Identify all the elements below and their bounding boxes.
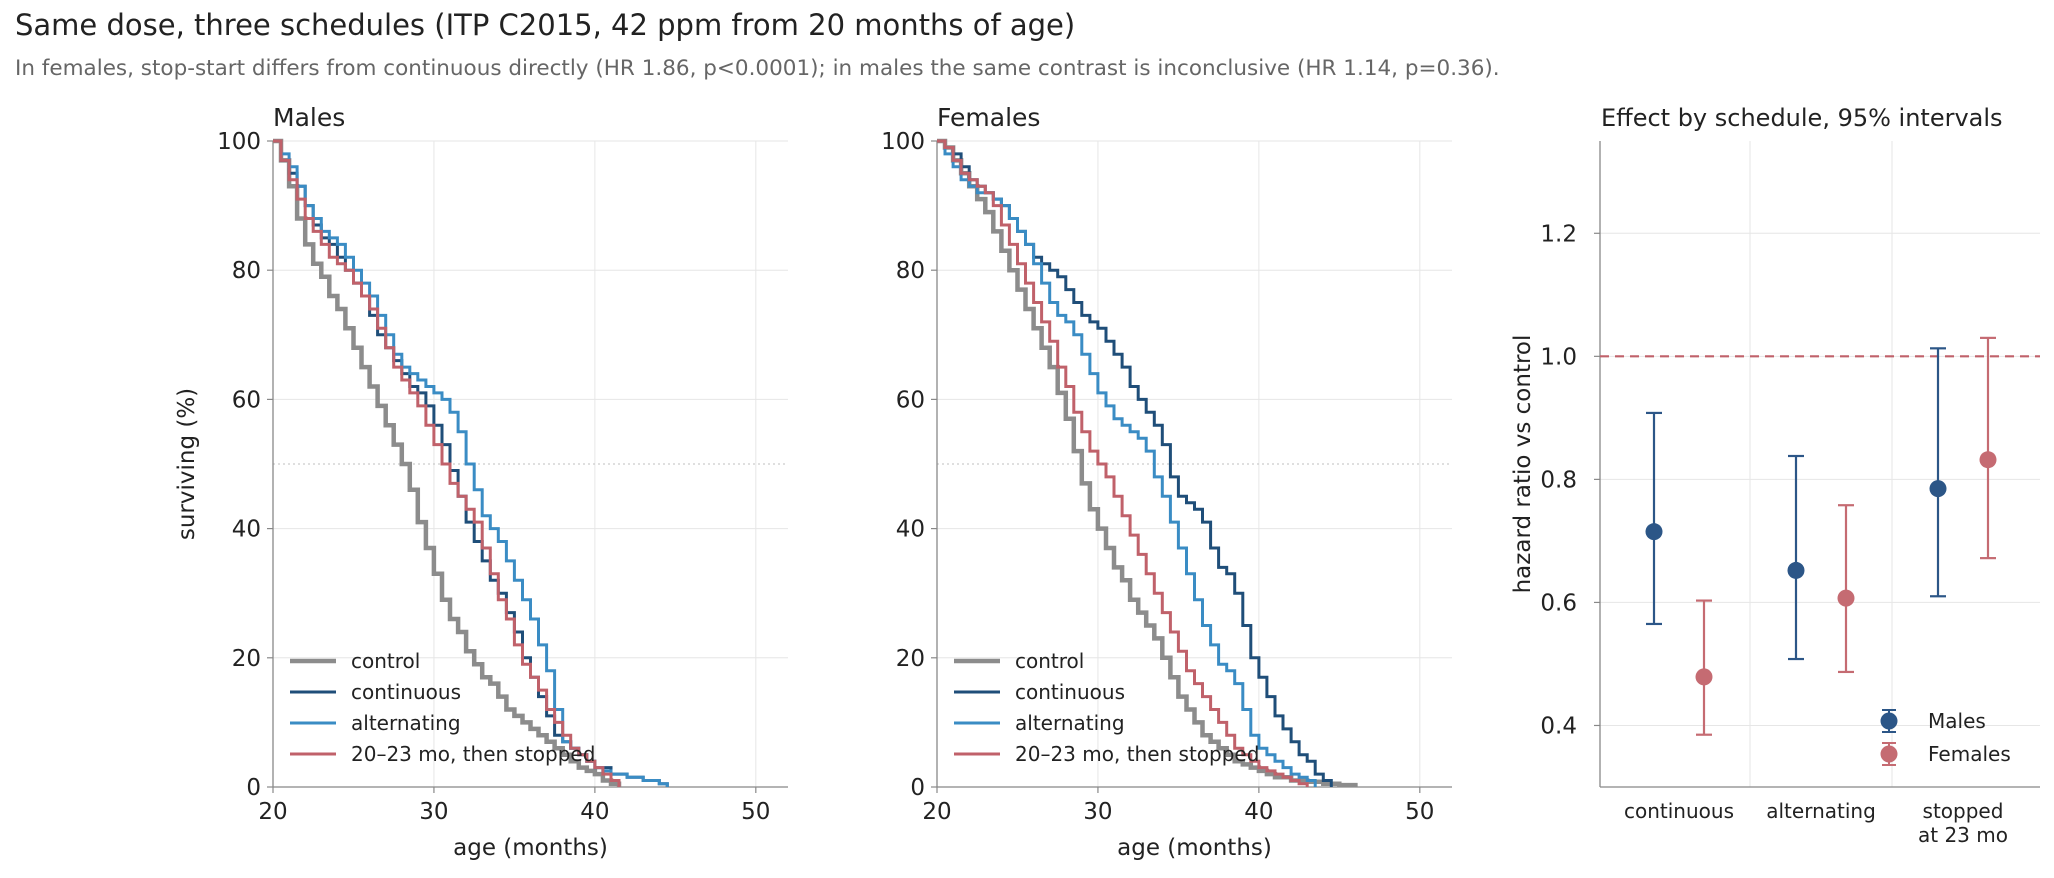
females-y-tick-label: 40 <box>896 517 925 543</box>
males-x-tick-label: 20 <box>258 799 287 825</box>
males-legend-label-alternating: alternating <box>351 711 461 735</box>
females-legend-label-stopped: 20–23 mo, then stopped <box>1015 742 1259 766</box>
males-curve-control <box>273 138 622 787</box>
males-panel-title: Males <box>273 103 345 132</box>
females-y-tick-label: 20 <box>896 646 925 672</box>
males-y-tick-label: 100 <box>217 129 261 155</box>
hr-legend-label-females: Females <box>1928 742 2011 766</box>
females-x-tick-label: 50 <box>1405 799 1434 825</box>
hr-category-label: stopped <box>1923 799 2004 823</box>
females-x-tick-label: 20 <box>922 799 951 825</box>
males-y-tick-label: 60 <box>232 387 261 413</box>
males-y-tick-label: 20 <box>232 646 261 672</box>
hr-point-males <box>1645 523 1663 541</box>
hr-legend-marker-females <box>1880 745 1898 763</box>
hr-y-tick-label: 0.4 <box>1540 713 1577 739</box>
hr-category-label: alternating <box>1766 799 1876 823</box>
males-curve-stopped <box>273 139 621 787</box>
males-y-tick-label: 80 <box>232 258 261 284</box>
page-subtitle: In females, stop-start differs from cont… <box>15 56 1500 81</box>
females-y-tick-label: 0 <box>910 775 925 801</box>
females-x-tick-label: 40 <box>1244 799 1273 825</box>
hr-y-tick-label: 1.0 <box>1540 344 1577 370</box>
females-x-axis-label: age (months) <box>1117 835 1272 861</box>
females-legend-label-alternating: alternating <box>1015 711 1125 735</box>
hr-y-tick-label: 0.6 <box>1540 590 1577 616</box>
females-panel-title: Females <box>937 103 1040 132</box>
hr-y-axis-label: hazard ratio vs control <box>1510 335 1536 594</box>
males-legend-label-continuous: continuous <box>351 680 461 704</box>
hr-category-label: continuous <box>1624 799 1734 823</box>
males-x-tick-label: 30 <box>419 799 448 825</box>
hr-legend-label-males: Males <box>1928 709 1986 733</box>
females-legend-label-control: control <box>1015 649 1084 673</box>
hr-point-females <box>1837 589 1855 607</box>
males-y-tick-label: 0 <box>246 775 261 801</box>
hr-point-males <box>1787 561 1805 579</box>
hr-y-tick-label: 0.8 <box>1540 467 1577 493</box>
hr-point-females <box>1695 668 1713 686</box>
males-y-axis-label: surviving (%) <box>174 388 200 540</box>
females-x-tick-label: 30 <box>1083 799 1112 825</box>
hr-point-females <box>1979 451 1997 469</box>
males-x-tick-label: 50 <box>741 799 770 825</box>
hr-panel-title: Effect by schedule, 95% intervals <box>1601 104 2003 132</box>
males-legend-label-stopped: 20–23 mo, then stopped <box>351 742 595 766</box>
hr-category-label: at 23 mo <box>1918 823 2008 847</box>
females-curve-alternating <box>937 139 1317 787</box>
males-y-tick-label: 40 <box>232 517 261 543</box>
females-curve-control <box>937 138 1358 788</box>
males-legend-label-control: control <box>351 649 420 673</box>
page-title: Same dose, three schedules (ITP C2015, 4… <box>15 8 1076 42</box>
males-x-tick-label: 40 <box>580 799 609 825</box>
females-curve-stopped <box>937 139 1309 787</box>
hr-point-males <box>1929 480 1947 498</box>
females-legend-label-continuous: continuous <box>1015 680 1125 704</box>
females-y-tick-label: 100 <box>881 129 925 155</box>
hr-legend-marker-males <box>1880 712 1898 730</box>
females-y-tick-label: 60 <box>896 387 925 413</box>
hr-y-tick-label: 1.2 <box>1540 221 1577 247</box>
females-y-tick-label: 80 <box>896 258 925 284</box>
males-x-axis-label: age (months) <box>453 835 608 861</box>
